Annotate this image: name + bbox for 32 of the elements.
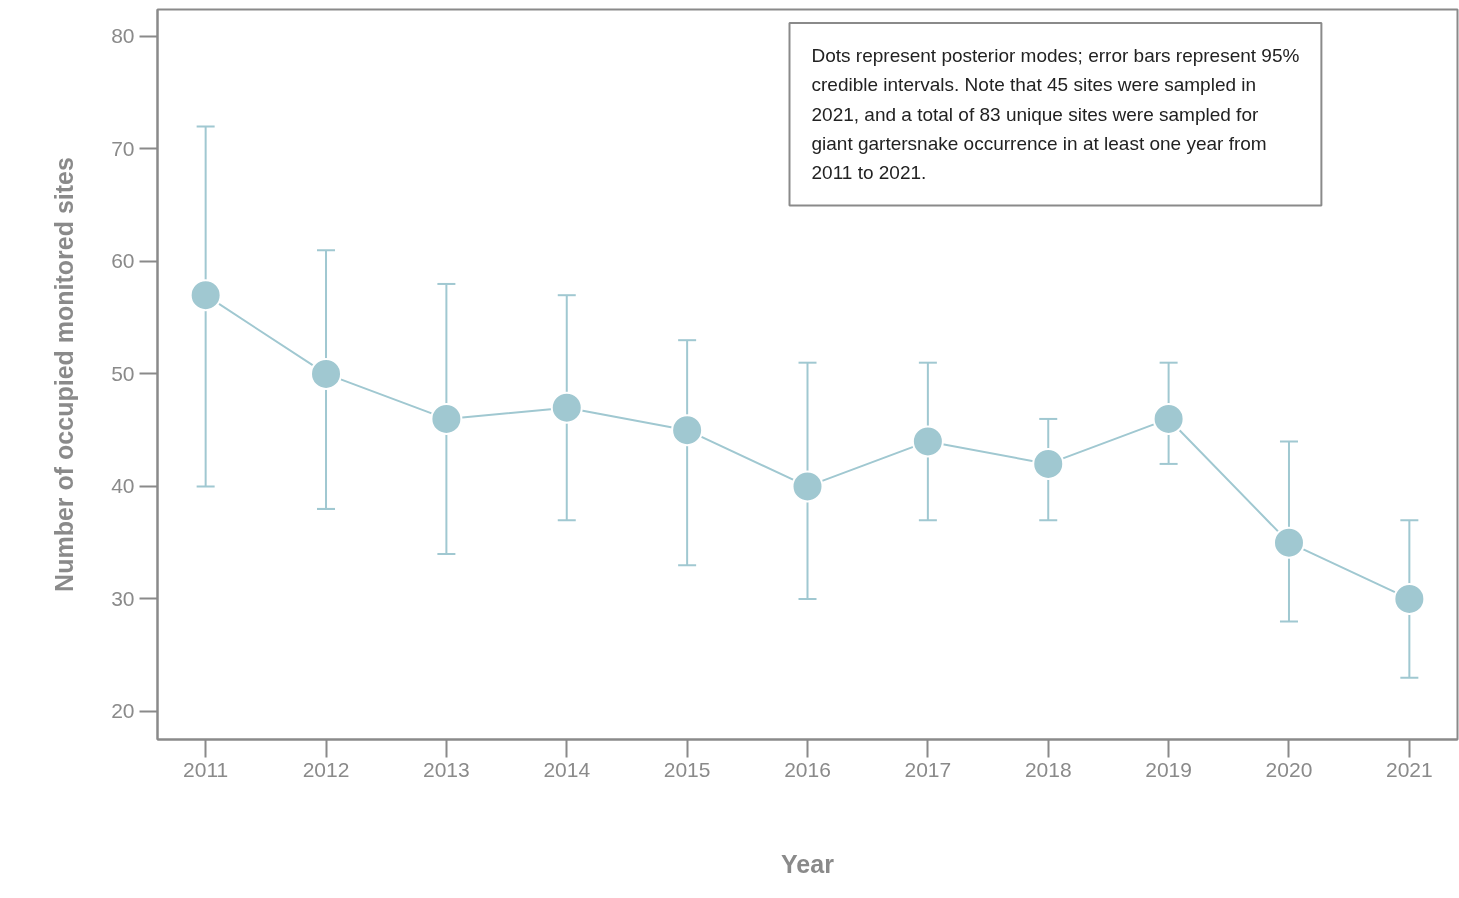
annotation: Dots represent posterior modes; error bars represent 95% credible intervals. Note that 45 sites were sampled in 2021, and a total of 83 unique sites were sampled for giant gartersnake occurrence in at least one year from 2011 to 2021.: [811, 44, 1300, 184]
y-tick-label: 20: [111, 699, 135, 723]
x-tick-label: 2021: [1385, 757, 1433, 781]
x-tick-label: 2017: [904, 757, 952, 781]
point: [671, 414, 704, 447]
x-tick-label: 2014: [543, 757, 591, 781]
y-axis-title: Number of occupied monitored sites: [50, 157, 79, 592]
point: [430, 402, 463, 435]
x-tick-label: 2013: [423, 757, 470, 781]
x-tick-label: 2019: [1145, 757, 1192, 781]
point: [1032, 447, 1065, 480]
point: [1393, 582, 1426, 615]
y-tick-label: 30: [111, 586, 135, 610]
point: [791, 470, 824, 503]
y-tick-label: 70: [111, 136, 135, 160]
point: [1152, 402, 1185, 435]
y-tick-label: 60: [111, 249, 135, 273]
point: [550, 391, 583, 424]
point: [1272, 526, 1305, 559]
point: [911, 425, 944, 458]
x-tick-label: 2011: [183, 757, 229, 781]
x-tick-label: 2020: [1265, 757, 1313, 781]
y-tick-label: 80: [111, 24, 135, 48]
x-tick-label: 2015: [663, 757, 711, 781]
y-tick-label: 50: [111, 361, 135, 385]
point: [310, 357, 343, 390]
x-axis-title: Year: [781, 849, 835, 878]
y-tick-label: 40: [111, 474, 135, 498]
x-tick-label: 2018: [1024, 757, 1072, 781]
point: [189, 279, 222, 312]
x-tick-label: 2016: [784, 757, 831, 781]
x-tick-label: 2012: [302, 757, 350, 781]
